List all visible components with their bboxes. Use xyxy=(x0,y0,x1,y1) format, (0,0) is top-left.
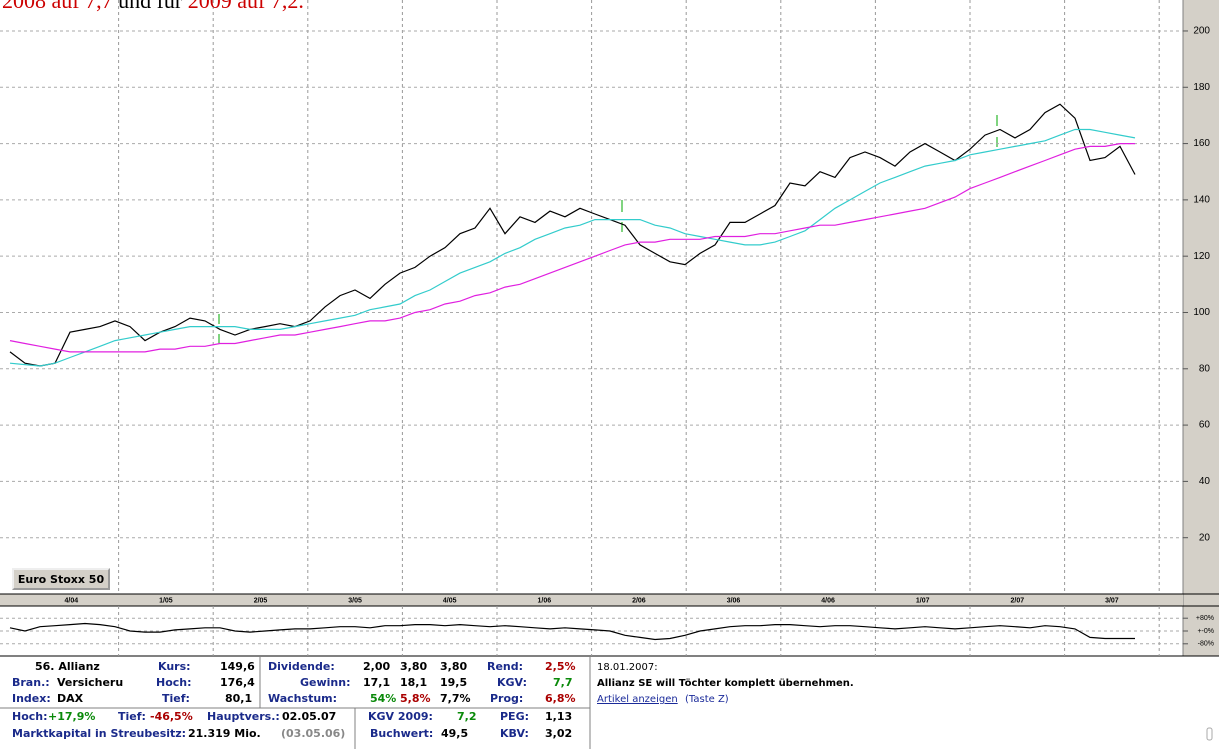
series-line xyxy=(9,103,1136,367)
label: Gewinn: xyxy=(300,676,351,689)
label: Hoch: xyxy=(12,710,48,723)
value: 21.319 Mio. xyxy=(188,727,261,740)
label: Index: xyxy=(12,692,51,705)
news-title: Allianz SE will Töchter komplett überneh… xyxy=(597,678,854,689)
value: (03.05.06) xyxy=(281,727,346,740)
value: 1,13 xyxy=(545,710,573,723)
x-tick-label: 3/05 xyxy=(348,597,362,604)
label: Hoch: xyxy=(156,676,192,689)
x-tick-label: 3/06 xyxy=(727,597,741,604)
value: 19,5 xyxy=(440,676,468,689)
series-line xyxy=(9,622,1135,641)
label: Buchwert: xyxy=(370,727,434,740)
news-link[interactable]: Artikel anzeigen xyxy=(597,694,678,705)
y-tick-label: 20 xyxy=(1199,532,1211,543)
value: 02.05.07 xyxy=(282,710,337,723)
value: 7,7% xyxy=(440,692,471,705)
label: KGV 2009: xyxy=(368,710,433,723)
value: 2,00 xyxy=(363,660,391,673)
x-tick-label: 1/06 xyxy=(537,597,551,604)
value: 18,1 xyxy=(400,676,428,689)
value: 80,1 xyxy=(225,692,253,705)
label: Kurs: xyxy=(158,660,191,673)
y-tick-label: 160 xyxy=(1193,138,1210,149)
grip xyxy=(1206,727,1213,741)
axis-strip xyxy=(1183,0,1219,656)
value: 6,8% xyxy=(545,692,576,705)
headline-text: 2008 auf 7,7 xyxy=(2,0,113,13)
label: KBV: xyxy=(500,727,529,740)
label: PEG: xyxy=(500,710,530,723)
value: 149,6 xyxy=(220,660,255,673)
value: 176,4 xyxy=(220,676,255,689)
date-strip xyxy=(0,594,1183,606)
y-tick-label: 140 xyxy=(1193,195,1210,206)
label: Tief: xyxy=(118,710,146,723)
series-line xyxy=(9,143,1135,353)
x-tick-label: 3/07 xyxy=(1105,597,1119,604)
value: 54% xyxy=(370,692,397,705)
x-tick-label: 2/07 xyxy=(1010,597,1024,604)
value: 49,5 xyxy=(441,727,469,740)
info-panel: 56. Allianz Bran.: Versicheru Index: DAX… xyxy=(0,657,1219,749)
stock-name: 56. Allianz xyxy=(35,660,100,673)
y-tick-label: 180 xyxy=(1193,82,1210,93)
y-tick-label: 120 xyxy=(1193,251,1210,262)
x-tick-label: 4/05 xyxy=(443,597,457,604)
x-tick-label: 4/06 xyxy=(821,597,835,604)
x-tick-label: 2/05 xyxy=(254,597,268,604)
value: 3,02 xyxy=(545,727,573,740)
series-line xyxy=(9,128,1136,367)
y-tick-label: 60 xyxy=(1199,420,1211,431)
x-tick-label: 4/04 xyxy=(64,597,78,604)
y-tick-label: +-0% xyxy=(1197,628,1214,635)
label: Dividende: xyxy=(268,660,335,673)
news-date: 18.01.2007: xyxy=(597,662,658,673)
headline-text: und für xyxy=(112,0,188,13)
label: Prog: xyxy=(490,692,524,705)
value: 3,80 xyxy=(440,660,468,673)
value: 2,5% xyxy=(545,660,576,673)
value: 7,7 xyxy=(553,676,573,689)
label: Bran.: xyxy=(12,676,50,689)
headline-text: 2009 auf 7,2. xyxy=(187,0,304,13)
value: DAX xyxy=(57,692,84,705)
y-tick-label: -80% xyxy=(1198,641,1214,648)
value: 3,80 xyxy=(400,660,428,673)
index-button[interactable]: Euro Stoxx 50 xyxy=(12,568,110,590)
label: Wachstum: xyxy=(268,692,338,705)
value: 7,2 xyxy=(457,710,477,723)
value: 5,8% xyxy=(400,692,431,705)
label: Marktkapital in Streubesitz: xyxy=(12,727,187,740)
value: +17,9% xyxy=(48,710,96,723)
label: Rend: xyxy=(487,660,524,673)
y-tick-label: 200 xyxy=(1193,26,1210,37)
x-tick-label: 1/05 xyxy=(159,597,173,604)
news-hint: (Taste Z) xyxy=(685,694,729,705)
x-tick-label: 1/07 xyxy=(916,597,930,604)
value: -46,5% xyxy=(150,710,193,723)
y-tick-label: 100 xyxy=(1193,307,1210,318)
label: KGV: xyxy=(497,676,527,689)
x-tick-label: 2/06 xyxy=(632,597,646,604)
y-tick-label: +80% xyxy=(1196,615,1214,622)
label: Tief: xyxy=(162,692,190,705)
y-tick-label: 40 xyxy=(1199,476,1211,487)
headline: 2008 auf 7,7 und für 2009 auf 7,2. xyxy=(2,0,304,14)
value: Versicheru xyxy=(57,676,124,689)
label: Hauptvers.: xyxy=(207,710,280,723)
value: 17,1 xyxy=(363,676,391,689)
y-tick-label: 80 xyxy=(1199,363,1211,374)
